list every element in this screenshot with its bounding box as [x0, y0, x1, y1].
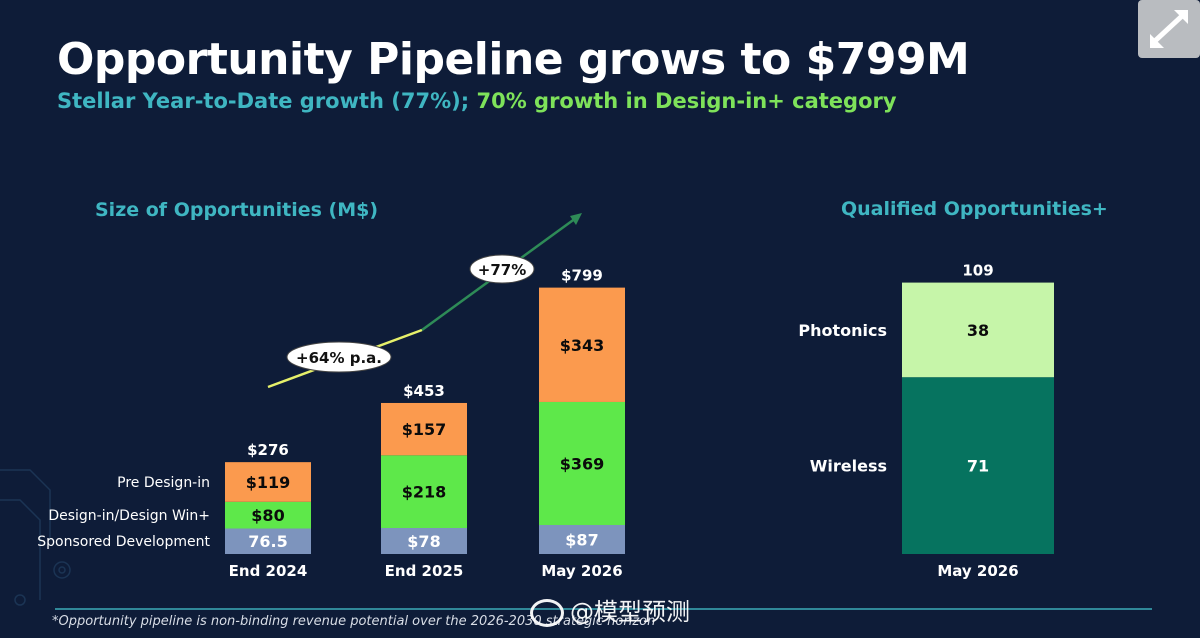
category-label-end-2024: End 2024: [229, 562, 308, 580]
subtitle-design-in: 70% growth in Design-in+ category: [476, 89, 897, 113]
bar-end-2024-pre-design-in: [225, 462, 311, 502]
bar-wireless: [902, 377, 1054, 554]
bar-label-end-2025-sponsored-development: $78: [407, 532, 440, 551]
legend-design-in-design-win: Design-in/Design Win+: [48, 508, 210, 524]
footnote: *Opportunity pipeline is non-binding rev…: [52, 614, 656, 629]
total-label-may-2026: 109: [962, 262, 993, 280]
weibo-logo-icon: [530, 599, 564, 627]
subtitle-ytd: Stellar Year-to-Date growth (77%);: [57, 89, 477, 113]
category-label-may-2026: May 2026: [541, 562, 622, 580]
bar-label-end-2025-pre-design-in: $157: [402, 420, 447, 439]
legend-wireless: Wireless: [810, 457, 887, 476]
bar-may-2026-design-in-design-win: [539, 401, 625, 525]
page-title: Opportunity Pipeline grows to $799M: [57, 34, 970, 85]
legend-photonics: Photonics: [798, 321, 887, 340]
bar-end-2025-design-in-design-win: [381, 455, 467, 528]
annotation-64pa-text: +64% p.a.: [296, 349, 382, 367]
right-chart-title: Qualified Opportunities+: [841, 198, 1108, 220]
bar-label-may-2026-design-in-design-win: $369: [560, 454, 605, 473]
legend-sponsored-development: Sponsored Development: [37, 534, 210, 550]
total-label-may-2026: $799: [561, 267, 603, 285]
expand-icon[interactable]: [1138, 0, 1200, 58]
page-subtitle: Stellar Year-to-Date growth (77%); 70% g…: [57, 89, 897, 113]
bar-end-2024-design-in-design-win: [225, 501, 311, 529]
bar-label-end-2024-pre-design-in: $119: [246, 473, 291, 492]
right-stacked-bar-chart: 71 Wireless 38 Photonics 109 May 2026: [798, 262, 1054, 580]
bar-label-end-2024-design-in-design-win: $80: [251, 506, 284, 525]
legend-pre-design-in: Pre Design-in: [117, 475, 210, 491]
bar-label-may-2026-sponsored-development: $87: [565, 530, 598, 549]
watermark-text: @模型预测: [570, 598, 690, 626]
divider-line: [55, 608, 1152, 610]
bar-may-2026-sponsored-development: [539, 524, 625, 554]
circuit-decoration: [0, 469, 71, 606]
bar-end-2025-sponsored-development: [381, 527, 467, 554]
category-label-may-2026: May 2026: [937, 562, 1018, 580]
bar-end-2025-pre-design-in: [381, 402, 467, 456]
bar-label-end-2024-sponsored-development: 76.5: [248, 532, 287, 551]
total-label-end-2025: $453: [403, 382, 445, 400]
annotation-77pct: +77%: [469, 254, 535, 284]
bar-may-2026-pre-design-in: [539, 287, 625, 402]
category-label-end-2025: End 2025: [385, 562, 464, 580]
bar-end-2024-sponsored-development: [225, 528, 311, 554]
annotation-77pct-text: +77%: [478, 261, 526, 279]
left-chart-title: Size of Opportunities (M$): [95, 199, 379, 221]
bar-photonics: [902, 282, 1054, 378]
bar-label-wireless: 71: [967, 457, 989, 476]
bar-label-end-2025-design-in-design-win: $218: [402, 483, 447, 502]
bar-label-photonics: 38: [967, 321, 989, 340]
total-label-end-2024: $276: [247, 441, 289, 459]
left-stacked-bar-chart: 76.5 $80 $119 $276 End 2024 $78 $218 $157 $453 En…: [37, 267, 625, 580]
annotation-64pa: +64% p.a.: [286, 341, 392, 373]
watermark: @模型预测: [530, 592, 690, 627]
bar-label-may-2026-pre-design-in: $343: [560, 336, 605, 355]
